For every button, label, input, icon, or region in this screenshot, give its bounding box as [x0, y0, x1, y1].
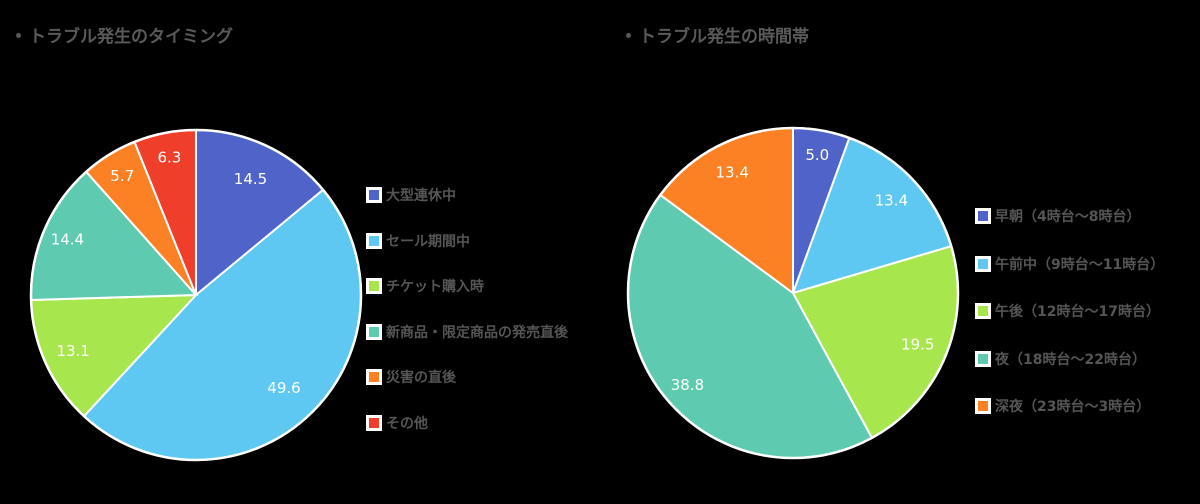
legend-item: 深夜（23時台～3時台） — [975, 396, 1150, 416]
legend-label: 大型連休中 — [386, 188, 456, 204]
slice-value-label: 38.8 — [671, 376, 704, 394]
legend-label: 深夜（23時台～3時台） — [995, 399, 1151, 415]
legend-swatch-icon — [975, 350, 991, 367]
legend-swatch-icon — [366, 323, 382, 340]
left-pie-chart: 14.5 49.6 13.1 14.4 5.7 6.3 — [29, 128, 363, 462]
legend-swatch-icon — [366, 187, 382, 203]
legend-swatch-icon — [975, 208, 991, 224]
legend-label: 夜（18時台～22時台） — [995, 351, 1146, 368]
legend-item: チケット購入時 — [366, 276, 484, 296]
pie-outline — [626, 126, 960, 460]
legend-item: 夜（18時台～22時台） — [975, 349, 1146, 369]
legend-swatch-icon — [975, 303, 991, 319]
legend-label: 早朝（4時台～8時台） — [995, 209, 1141, 225]
slice-value-label: 13.4 — [715, 163, 748, 181]
legend-label: チケット購入時 — [386, 279, 484, 295]
legend-label: 災害の直後 — [386, 370, 456, 386]
legend-item: 大型連休中 — [366, 185, 456, 205]
slice-value-label: 5.7 — [110, 167, 134, 185]
right-chart-title: トラブル発生の時間帯 — [626, 22, 809, 47]
legend-swatch-icon — [366, 232, 382, 249]
slice-value-label: 19.5 — [901, 336, 934, 354]
slice-value-label: 49.6 — [267, 379, 300, 397]
legend-label: 午前中（9時台～11時台） — [995, 256, 1165, 273]
pie-outline — [29, 128, 363, 462]
legend-swatch-icon — [975, 398, 991, 414]
legend-item: 午後（12時台～17時台） — [975, 301, 1160, 321]
left-chart-title: トラブル発生のタイミング — [16, 22, 233, 47]
slice-value-label: 13.1 — [56, 342, 89, 360]
legend-label: 新商品・限定商品の発売直後 — [386, 324, 568, 341]
legend-label: セール期間中 — [386, 233, 470, 250]
legend-item: セール期間中 — [366, 231, 470, 251]
legend-swatch-icon — [975, 255, 991, 272]
legend-item: その他 — [366, 413, 428, 433]
legend-label: 午後（12時台～17時台） — [995, 304, 1160, 320]
bullet-icon — [626, 32, 631, 38]
legend-swatch-icon — [366, 414, 382, 431]
slice-value-label: 14.5 — [234, 170, 267, 188]
legend-item: 午前中（9時台～11時台） — [975, 254, 1164, 274]
bullet-icon — [16, 32, 21, 38]
right-pie-chart: 5.0 13.4 19.5 38.8 13.4 — [626, 126, 960, 460]
legend-swatch-icon — [366, 278, 382, 294]
legend-swatch-icon — [366, 369, 382, 385]
slice-value-label: 13.4 — [875, 191, 908, 209]
slice-value-label: 14.4 — [51, 231, 84, 249]
legend-label: その他 — [386, 415, 428, 432]
legend-item: 災害の直後 — [366, 367, 456, 387]
legend-item: 早朝（4時台～8時台） — [975, 206, 1140, 226]
slice-value-label: 5.0 — [805, 146, 829, 164]
legend-item: 新商品・限定商品の発売直後 — [366, 322, 568, 342]
slice-value-label: 6.3 — [157, 149, 181, 167]
